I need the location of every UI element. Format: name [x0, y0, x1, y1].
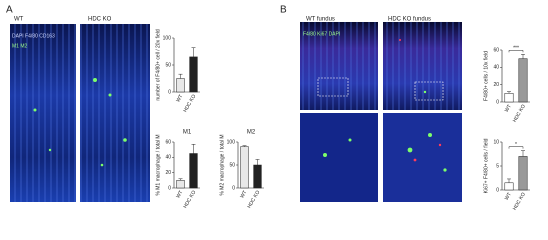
cell-signal — [323, 90, 447, 172]
y-tick-label: 60 — [165, 139, 171, 145]
y-tick-label: 100 — [163, 35, 172, 41]
y-tick-label: 0 — [496, 187, 499, 193]
micrograph-texture — [300, 22, 378, 110]
significance-label: *** — [513, 46, 519, 52]
y-tick-label: 40 — [493, 65, 499, 71]
chart-title: M1 — [183, 130, 192, 136]
micrograph-texture — [383, 22, 462, 110]
inset-box — [414, 81, 444, 101]
x-tick-label: HDC KO — [246, 190, 261, 210]
y-axis-label: % M2 macrophage / total M — [219, 134, 225, 195]
chart-title: M2 — [247, 130, 256, 136]
x-tick-label: WT — [504, 104, 513, 114]
image-label: HDC KO — [88, 17, 112, 23]
stain-label: F4/80 Ki67 DAPI — [303, 31, 340, 37]
cell-signal — [33, 78, 127, 167]
bar — [504, 182, 514, 191]
image-label: WT — [14, 17, 24, 23]
image-label: WT fundus — [306, 17, 335, 23]
y-tick-label: 20 — [493, 82, 499, 88]
y-tick-label: 0 — [232, 185, 235, 191]
bar — [176, 78, 185, 93]
bar — [176, 180, 185, 189]
stain-label: DAPI F4/80 CD163 — [12, 33, 55, 39]
y-tick-label: 0 — [168, 89, 171, 95]
y-tick-label: 100 — [227, 139, 236, 145]
micrograph-texture — [80, 24, 150, 202]
x-tick-label: WT — [175, 190, 184, 200]
bar — [189, 56, 198, 93]
x-tick-label: WT — [175, 94, 184, 104]
bar — [518, 156, 528, 191]
y-axis-label: Ki67+ F4/80+ cells / field — [483, 138, 489, 193]
significance-label: * — [515, 142, 517, 148]
y-tick-label: 0 — [496, 99, 499, 105]
y-tick-label: 40 — [165, 155, 171, 161]
y-axis-label: F4/80+ cells / 10x field — [483, 51, 489, 101]
bar — [518, 58, 528, 103]
y-tick-label: 10 — [493, 139, 499, 145]
x-tick-label: WT — [239, 190, 248, 200]
bar — [504, 93, 514, 103]
x-tick-label: WT — [504, 192, 513, 202]
panel-label: A — [6, 5, 13, 16]
y-tick-label: 5 — [496, 163, 499, 169]
y-tick-label: 20 — [165, 170, 171, 176]
significance-bracket — [508, 50, 524, 53]
micrograph — [383, 113, 462, 202]
figure: A WT HDC KO DAPI F4/80 CD163 M1 M2 B WT … — [6, 5, 530, 212]
significance-bracket — [508, 146, 524, 149]
inset-box — [317, 77, 349, 97]
micrograph-texture — [10, 24, 76, 202]
x-tick-label: HDC KO — [182, 190, 197, 210]
y-tick-label: 0 — [168, 185, 171, 191]
bar — [189, 153, 198, 189]
x-tick-label: HDC KO — [512, 192, 527, 212]
bar — [253, 164, 262, 189]
x-tick-label: HDC KO — [182, 94, 197, 114]
stain-label: M1 M2 — [12, 43, 28, 49]
y-tick-label: 60 — [493, 47, 499, 53]
image-label: HDC KO fundus — [388, 17, 431, 23]
panel-label: B — [280, 5, 287, 16]
y-axis-label: number of F4/80+ cell / 20x field — [155, 29, 161, 101]
y-axis-label: % M1 macrophage / total M — [155, 134, 161, 195]
cell-signal — [399, 39, 442, 162]
bar — [240, 146, 249, 189]
y-tick-label: 50 — [165, 62, 171, 68]
y-tick-label: 50 — [229, 162, 235, 168]
micrograph — [300, 113, 378, 202]
x-tick-label: HDC KO — [512, 104, 527, 124]
